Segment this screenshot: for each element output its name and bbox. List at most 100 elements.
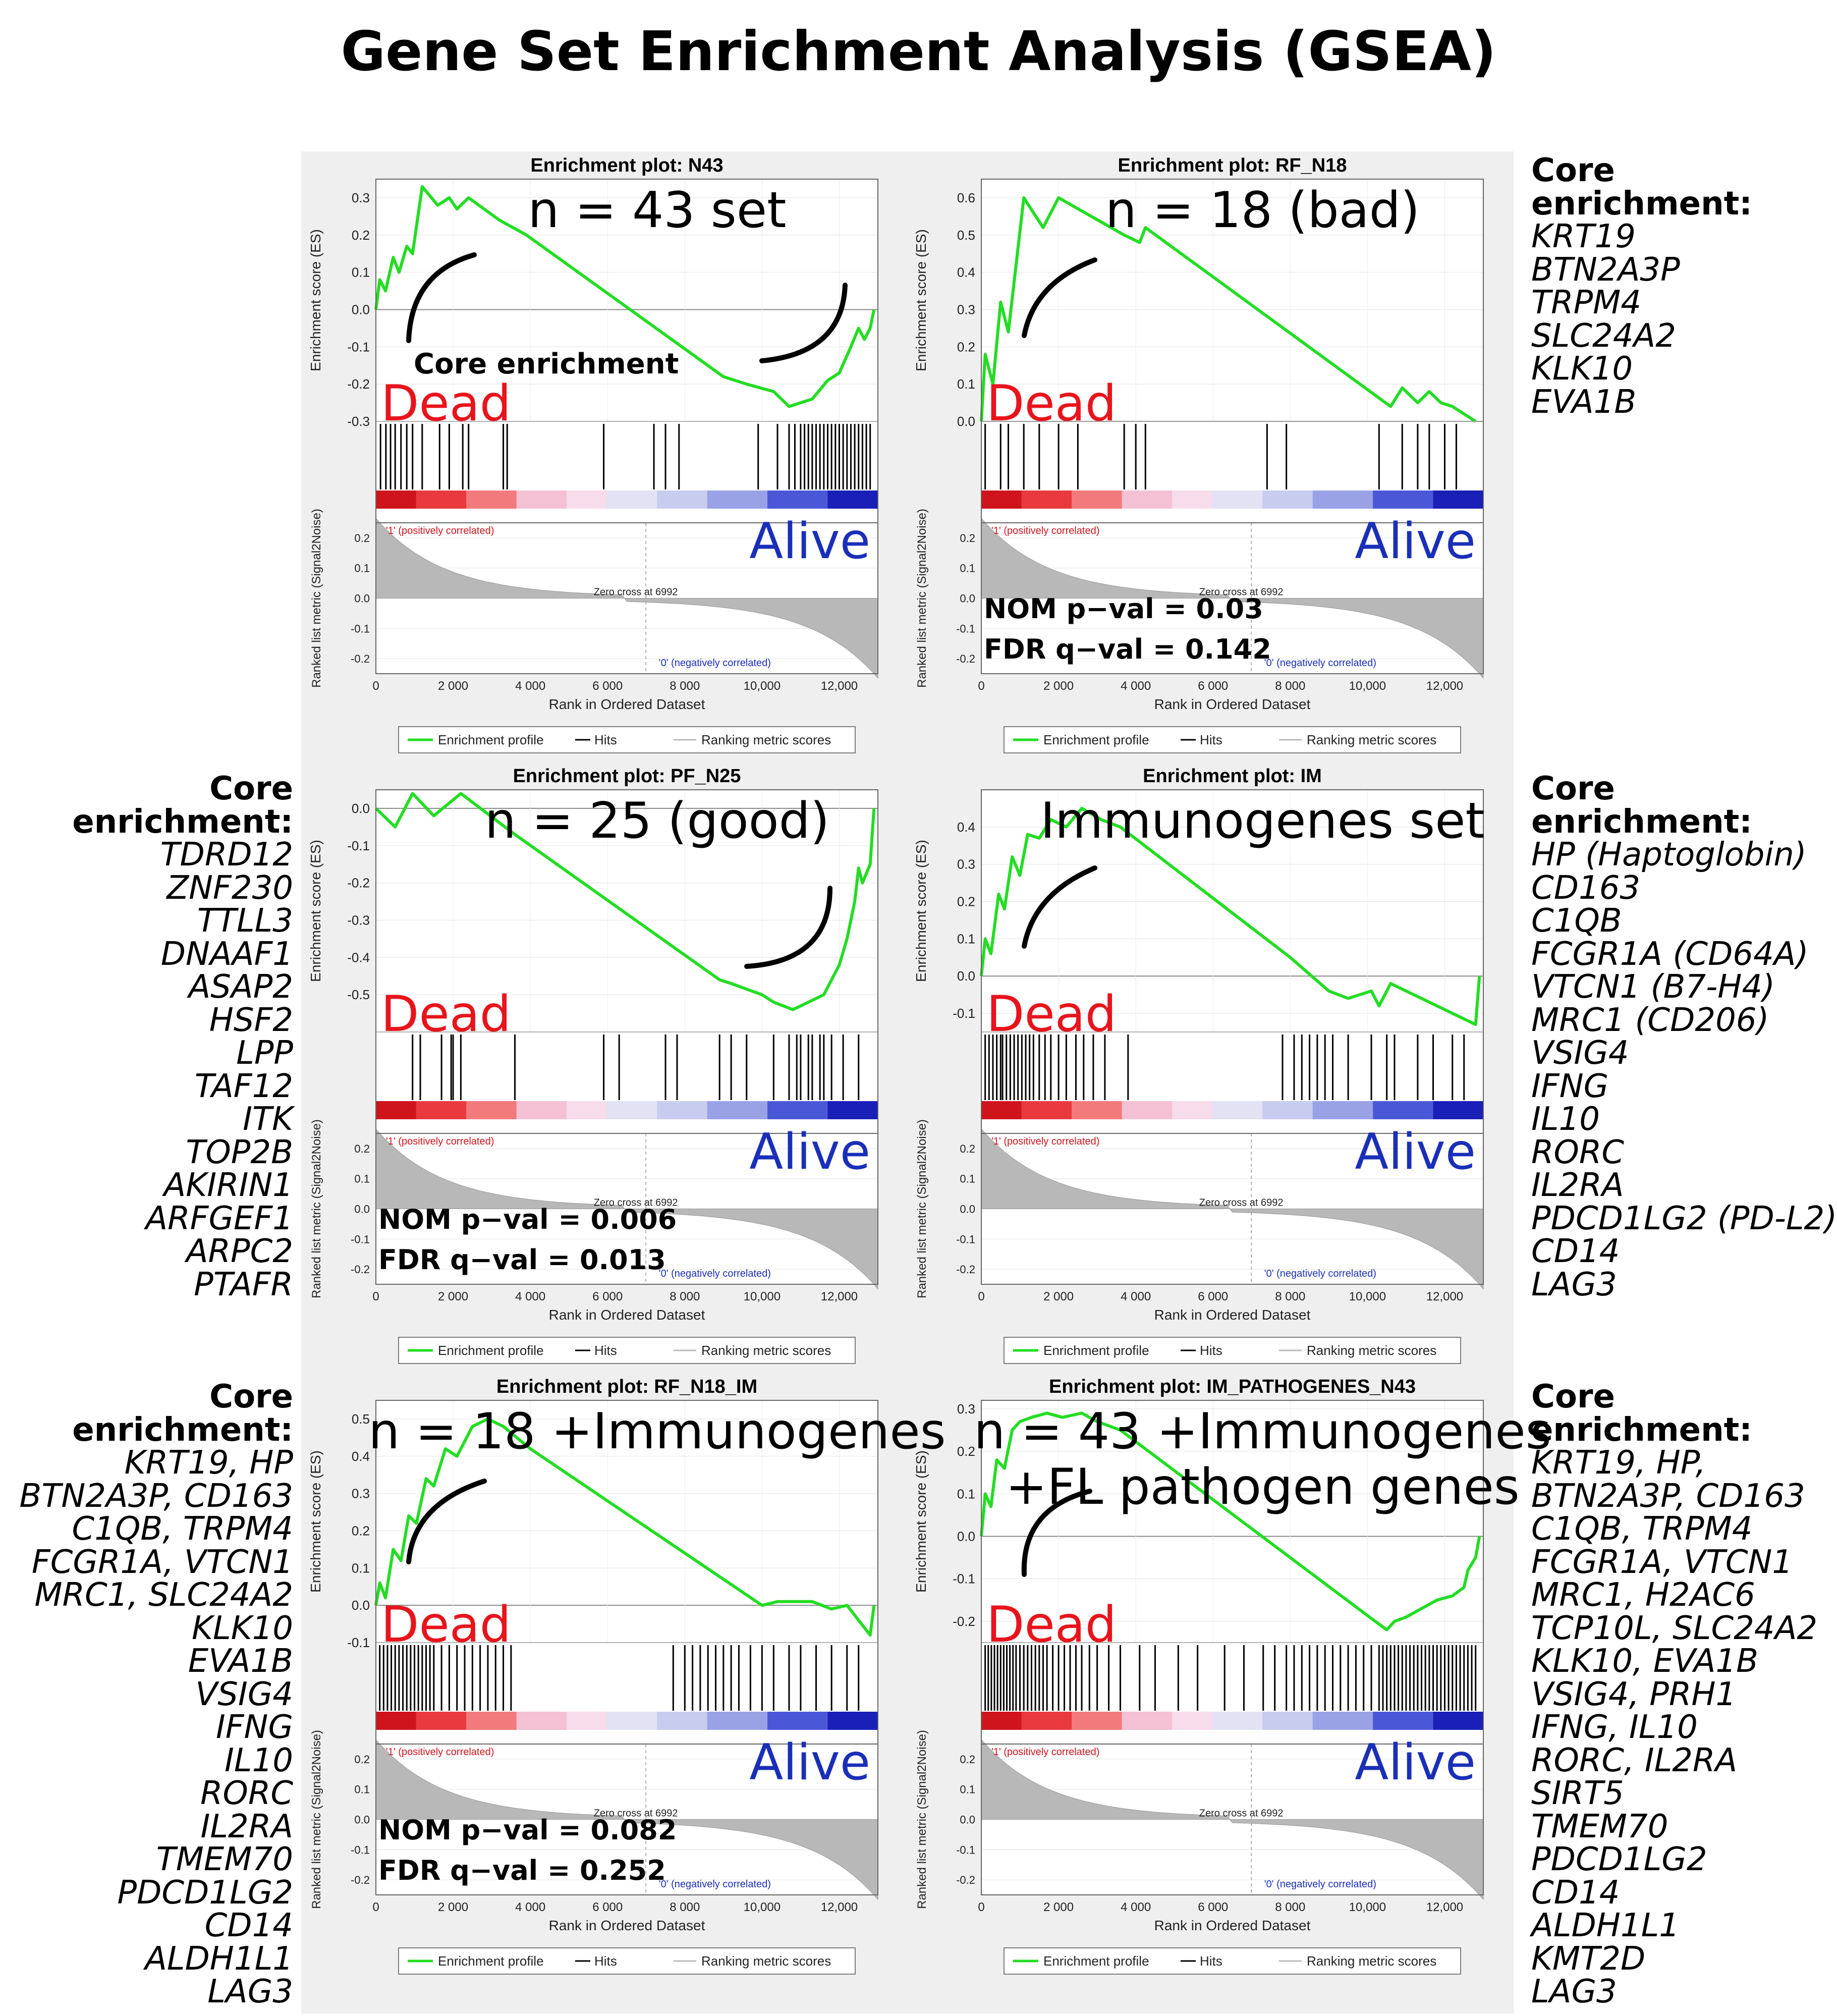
rank-tick-label: -0.2 [956,652,975,665]
es-tick-label: 0.3 [352,1486,370,1501]
gene-name: CD14 [1531,1874,1620,1912]
color-bar-segment [1122,491,1173,509]
gene-name: KRT19 [1531,218,1636,255]
x-axis-label: Rank in Ordered Dataset [549,1307,705,1323]
es-tick-label: 0.2 [352,1523,370,1538]
gene-name: TDRD12 [160,836,293,874]
gsea-panel-2: Enrichment plot: RF_N18 0.6 0.5 0.4 0.3 0.2 0.… [913,155,1484,753]
rank-axis-label: Ranked list metric (Signal2Noise) [310,1119,323,1298]
color-bar-segment [1072,491,1123,509]
legend-hits-label: Hits [594,1343,617,1358]
positive-correlation-label: '1' (positively correlated) [386,1747,494,1758]
gene-name: BTN2A3P, CD163 [1531,1477,1805,1515]
positive-correlation-label: '1' (positively correlated) [991,1136,1099,1147]
x-tick-label: 2 000 [1043,1900,1074,1914]
positive-correlation-label: '1' (positively correlated) [386,1136,494,1147]
stats-text: FDR q−val = 0.013 [378,1244,666,1276]
gene-name: IL10 [1531,1101,1600,1138]
positive-correlation-label: '1' (positively correlated) [991,1747,1099,1758]
gene-name: SLC24A2 [1531,317,1676,355]
color-bar-segment [606,491,658,509]
color-bar-segment [1262,491,1313,509]
chart-title: Enrichment plot: RF_N18_IM [496,1376,757,1397]
color-bar-segment [1312,491,1374,509]
gene-name: C1QB, TRPM4 [1531,1510,1753,1548]
plot-area [376,1400,878,1744]
color-bar-segment [1212,1712,1263,1730]
core-enrichment-list-left-bot: Core enrichment: KRT19, HP BTN2A3P, CD163… [0,1380,293,2009]
x-tick-label: 0 [372,1290,379,1303]
rank-tick-label: -0.2 [351,652,370,665]
color-bar-segment [657,1712,708,1730]
gene-name: VSIG4 [195,1675,293,1713]
color-bar-segment [1172,491,1213,509]
es-tick-label: 0.3 [957,1401,975,1416]
color-bar-segment [1373,1712,1434,1730]
gene-name: LAG3 [207,1973,293,2010]
ranking-metric-area [375,1738,878,1900]
es-tick-label: 0.0 [957,968,975,984]
gene-name: DNAAF1 [160,935,293,973]
x-tick-label: 0 [372,679,379,693]
rank-box [981,522,1484,674]
rank-tick-label: 0.0 [354,1203,370,1216]
x-axis-label: Rank in Ordered Dataset [549,1918,705,1933]
es-tick-label: 0.0 [352,302,370,317]
rank-box [375,1743,878,1895]
core-enrichment-arc [744,886,832,969]
color-bar-segment [767,491,828,509]
es-tick-label: 0.1 [957,376,975,392]
x-tick-label: 0 [372,1900,379,1914]
es-tick-label: 0.0 [352,1598,370,1613]
color-bar-segment [1312,1712,1374,1730]
gene-name: EVA1B [188,1643,293,1680]
color-bar-segment [1122,1712,1173,1730]
es-tick-label: -0.1 [347,339,370,354]
color-bar-segment [1212,491,1263,509]
zero-cross-label: Zero cross at 6992 [594,1808,678,1819]
es-tick-label: 0.3 [957,302,975,317]
color-bar-segment [567,1101,607,1119]
legend-rank-label: Ranking metric scores [701,732,831,747]
rank-tick-label: 0.1 [354,1173,370,1185]
rank-tick-label: 0.0 [354,592,370,605]
color-bar-segment [376,491,417,509]
set-annotation: n = 18 +Immunogenes [368,1403,945,1460]
color-bar-segment [827,1101,878,1119]
es-tick-label: -0.2 [347,376,370,392]
chart-title: Enrichment plot: RF_N18 [1118,155,1347,176]
core-enrichment-header: Core enrichment: [72,770,293,841]
rank-axis-label: Ranked list metric (Signal2Noise) [915,1119,929,1298]
legend-es-label: Enrichment profile [438,1343,544,1358]
x-tick-label: 6 000 [592,679,623,693]
x-tick-label: 6 000 [592,1290,623,1303]
rank-box [981,1133,1484,1285]
rank-box [981,1743,1484,1895]
color-bar-segment [1021,491,1073,509]
core-enrichment-list-right-bot: Core enrichment: KRT19, HP, BTN2A3P, CD16… [1531,1380,1837,2009]
ranking-metric-area [375,517,878,679]
x-tick-label: 6 000 [1198,679,1228,693]
plot-area [376,790,878,1133]
gene-name: CD163 [1531,869,1641,907]
alive-label: Alive [749,1123,870,1181]
core-enrichment-arc [406,252,477,343]
gene-name: MRC1, H2AC6 [1531,1576,1755,1614]
set-annotation: n = 43 set [528,182,786,239]
x-tick-label: 12,000 [1426,1290,1463,1303]
gene-name: ITK [243,1101,293,1138]
alive-label: Alive [749,513,870,570]
rank-tick-label: 0.1 [960,1173,975,1185]
core-enrichment-arc [759,283,848,363]
gene-name: LPP [236,1034,293,1072]
core-enrichment-arc [1021,1489,1092,1577]
gene-name: ARFGEF1 [145,1200,293,1237]
es-axis-label: Enrichment score (ES) [308,1450,323,1593]
rank-tick-label: -0.1 [351,622,370,635]
gene-name: TAF12 [194,1067,293,1105]
legend-hits-label: Hits [594,1953,617,1969]
es-tick-label: -0.1 [347,1635,370,1650]
es-tick-label: 0.1 [352,1560,370,1575]
es-tick-label: 0.5 [957,228,975,243]
gene-name: ASAP2 [188,968,294,1006]
